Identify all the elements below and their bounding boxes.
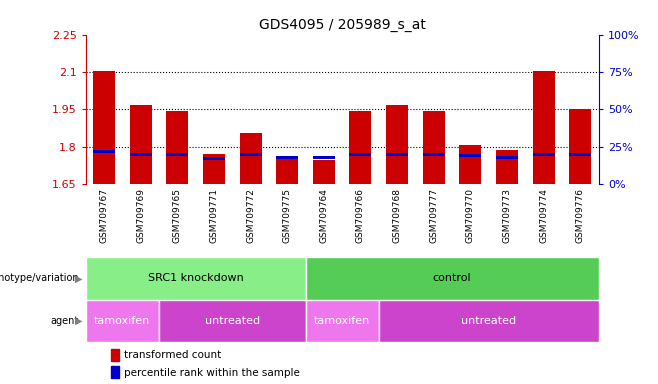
Bar [86,300,159,342]
Bar [130,105,151,184]
Text: GSM709775: GSM709775 [283,188,291,243]
Text: transformed count: transformed count [124,350,221,360]
Text: tamoxifen: tamoxifen [314,316,370,326]
Text: SRC1 knockdown: SRC1 knockdown [147,273,243,283]
Bar [313,156,335,159]
Bar [423,153,445,156]
Title: GDS4095 / 205989_s_at: GDS4095 / 205989_s_at [259,18,426,32]
Bar [240,153,261,156]
Bar [159,300,305,342]
Text: GSM709776: GSM709776 [576,188,585,243]
Text: GSM709765: GSM709765 [172,188,182,243]
Text: GSM709769: GSM709769 [136,188,145,243]
Bar [349,153,372,156]
Bar [130,153,151,156]
Bar [423,111,445,184]
Bar [305,257,599,300]
Text: GSM709766: GSM709766 [356,188,365,243]
Text: GSM709768: GSM709768 [393,188,401,243]
Text: GSM709767: GSM709767 [99,188,109,243]
Bar [386,153,408,156]
Bar [313,160,335,184]
Text: agent: agent [51,316,79,326]
Bar [111,366,119,379]
Bar [166,153,188,156]
Text: GSM709777: GSM709777 [429,188,438,243]
Bar [276,158,298,184]
Bar [86,257,305,300]
Bar [203,157,225,161]
Bar [203,154,225,184]
Text: GSM709771: GSM709771 [209,188,218,243]
Text: ▶: ▶ [75,316,82,326]
Bar [240,133,261,184]
Bar [349,111,372,184]
Bar [533,153,555,156]
Text: GSM709772: GSM709772 [246,188,255,243]
Bar [276,156,298,159]
Bar [305,300,379,342]
Bar [93,150,115,153]
Bar [533,71,555,184]
Bar [379,300,599,342]
Text: genotype/variation: genotype/variation [0,273,79,283]
Text: GSM709773: GSM709773 [503,188,512,243]
Bar [569,109,592,184]
Text: untreated: untreated [461,316,517,326]
Bar [569,153,592,156]
Bar [93,71,115,184]
Bar [496,156,518,159]
Bar [459,145,482,184]
Text: tamoxifen: tamoxifen [94,316,150,326]
Text: ▶: ▶ [75,273,82,283]
Bar [166,111,188,184]
Text: untreated: untreated [205,316,260,326]
Bar [496,150,518,184]
Bar [386,105,408,184]
Bar [111,349,119,361]
Text: GSM709770: GSM709770 [466,188,475,243]
Text: percentile rank within the sample: percentile rank within the sample [124,367,300,377]
Text: control: control [433,273,471,283]
Bar [459,154,482,157]
Text: GSM709774: GSM709774 [540,188,548,243]
Text: GSM709764: GSM709764 [319,188,328,243]
